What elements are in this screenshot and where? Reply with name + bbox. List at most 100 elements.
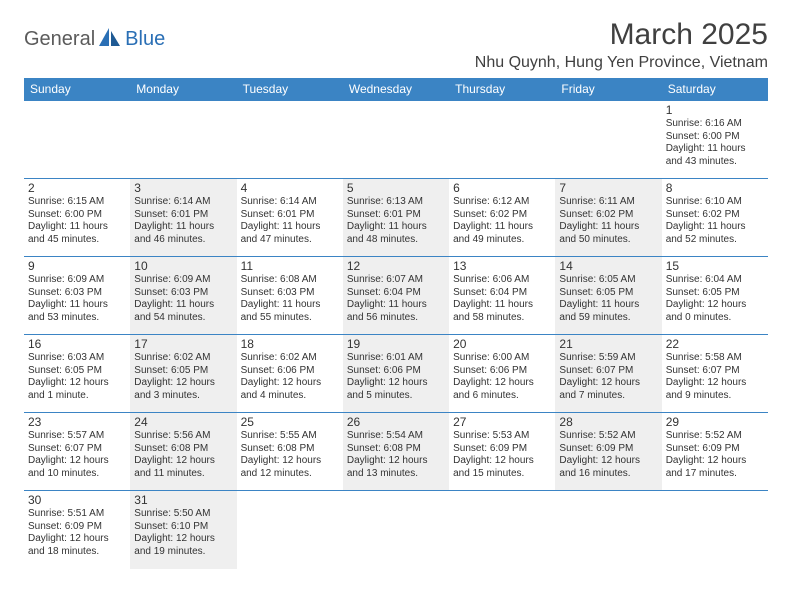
day-info: Sunrise: 5:52 AMSunset: 6:09 PMDaylight:… xyxy=(666,430,764,480)
day-info: Sunrise: 6:06 AMSunset: 6:04 PMDaylight:… xyxy=(453,274,551,324)
day-number: 27 xyxy=(453,415,551,429)
sunrise-text: Sunrise: 5:57 AM xyxy=(28,430,126,443)
day-header-friday: Friday xyxy=(555,78,661,101)
logo-text-blue: Blue xyxy=(125,28,165,51)
sunset-text: Sunset: 6:04 PM xyxy=(453,287,551,300)
day-info: Sunrise: 5:54 AMSunset: 6:08 PMDaylight:… xyxy=(347,430,445,480)
month-title: March 2025 xyxy=(475,18,768,52)
sunset-text: Sunset: 6:08 PM xyxy=(134,443,232,456)
day-info: Sunrise: 6:01 AMSunset: 6:06 PMDaylight:… xyxy=(347,352,445,402)
day-number: 21 xyxy=(559,337,657,351)
day-cell: 28Sunrise: 5:52 AMSunset: 6:09 PMDayligh… xyxy=(555,413,661,491)
sunset-text: Sunset: 6:04 PM xyxy=(347,287,445,300)
day-number: 2 xyxy=(28,181,126,195)
sunrise-text: Sunrise: 5:54 AM xyxy=(347,430,445,443)
day-info: Sunrise: 6:15 AMSunset: 6:00 PMDaylight:… xyxy=(28,196,126,246)
day-cell xyxy=(449,491,555,569)
day-number: 25 xyxy=(241,415,339,429)
daylight-text: Daylight: 11 hours and 45 minutes. xyxy=(28,221,126,246)
location: Nhu Quynh, Hung Yen Province, Vietnam xyxy=(475,54,768,72)
sunset-text: Sunset: 6:02 PM xyxy=(666,209,764,222)
sunrise-text: Sunrise: 6:07 AM xyxy=(347,274,445,287)
sunrise-text: Sunrise: 5:52 AM xyxy=(559,430,657,443)
sunset-text: Sunset: 6:09 PM xyxy=(453,443,551,456)
day-cell: 22Sunrise: 5:58 AMSunset: 6:07 PMDayligh… xyxy=(662,335,768,413)
day-number: 19 xyxy=(347,337,445,351)
sunrise-text: Sunrise: 6:10 AM xyxy=(666,196,764,209)
day-cell: 25Sunrise: 5:55 AMSunset: 6:08 PMDayligh… xyxy=(237,413,343,491)
day-header-saturday: Saturday xyxy=(662,78,768,101)
day-info: Sunrise: 5:55 AMSunset: 6:08 PMDaylight:… xyxy=(241,430,339,480)
sunrise-text: Sunrise: 6:03 AM xyxy=(28,352,126,365)
daylight-text: Daylight: 11 hours and 56 minutes. xyxy=(347,299,445,324)
day-cell: 17Sunrise: 6:02 AMSunset: 6:05 PMDayligh… xyxy=(130,335,236,413)
sunrise-text: Sunrise: 5:53 AM xyxy=(453,430,551,443)
week-row: 2Sunrise: 6:15 AMSunset: 6:00 PMDaylight… xyxy=(24,179,768,257)
day-cell xyxy=(130,101,236,179)
daylight-text: Daylight: 11 hours and 52 minutes. xyxy=(666,221,764,246)
day-header-thursday: Thursday xyxy=(449,78,555,101)
sunrise-text: Sunrise: 6:14 AM xyxy=(241,196,339,209)
sunset-text: Sunset: 6:02 PM xyxy=(453,209,551,222)
sunset-text: Sunset: 6:00 PM xyxy=(666,131,764,144)
day-info: Sunrise: 6:04 AMSunset: 6:05 PMDaylight:… xyxy=(666,274,764,324)
day-number: 15 xyxy=(666,259,764,273)
day-info: Sunrise: 6:02 AMSunset: 6:06 PMDaylight:… xyxy=(241,352,339,402)
day-cell: 7Sunrise: 6:11 AMSunset: 6:02 PMDaylight… xyxy=(555,179,661,257)
day-info: Sunrise: 5:52 AMSunset: 6:09 PMDaylight:… xyxy=(559,430,657,480)
sunrise-text: Sunrise: 6:08 AM xyxy=(241,274,339,287)
day-cell: 21Sunrise: 5:59 AMSunset: 6:07 PMDayligh… xyxy=(555,335,661,413)
week-row: 1Sunrise: 6:16 AMSunset: 6:00 PMDaylight… xyxy=(24,101,768,179)
sunset-text: Sunset: 6:06 PM xyxy=(241,365,339,378)
day-header-monday: Monday xyxy=(130,78,236,101)
sunrise-text: Sunrise: 6:11 AM xyxy=(559,196,657,209)
daylight-text: Daylight: 11 hours and 55 minutes. xyxy=(241,299,339,324)
day-info: Sunrise: 5:53 AMSunset: 6:09 PMDaylight:… xyxy=(453,430,551,480)
sunrise-text: Sunrise: 6:09 AM xyxy=(134,274,232,287)
sunrise-text: Sunrise: 6:13 AM xyxy=(347,196,445,209)
day-header-wednesday: Wednesday xyxy=(343,78,449,101)
day-cell: 15Sunrise: 6:04 AMSunset: 6:05 PMDayligh… xyxy=(662,257,768,335)
daylight-text: Daylight: 12 hours and 13 minutes. xyxy=(347,455,445,480)
day-cell: 19Sunrise: 6:01 AMSunset: 6:06 PMDayligh… xyxy=(343,335,449,413)
sunset-text: Sunset: 6:06 PM xyxy=(453,365,551,378)
calendar-table: SundayMondayTuesdayWednesdayThursdayFrid… xyxy=(24,78,768,569)
sunrise-text: Sunrise: 5:51 AM xyxy=(28,508,126,521)
day-cell: 30Sunrise: 5:51 AMSunset: 6:09 PMDayligh… xyxy=(24,491,130,569)
daylight-text: Daylight: 12 hours and 12 minutes. xyxy=(241,455,339,480)
logo-text-general: General xyxy=(24,28,95,51)
day-cell xyxy=(237,101,343,179)
day-info: Sunrise: 5:57 AMSunset: 6:07 PMDaylight:… xyxy=(28,430,126,480)
sunset-text: Sunset: 6:05 PM xyxy=(28,365,126,378)
sunset-text: Sunset: 6:05 PM xyxy=(559,287,657,300)
day-number: 31 xyxy=(134,493,232,507)
day-number: 10 xyxy=(134,259,232,273)
day-cell: 31Sunrise: 5:50 AMSunset: 6:10 PMDayligh… xyxy=(130,491,236,569)
sunset-text: Sunset: 6:09 PM xyxy=(28,521,126,534)
day-number: 23 xyxy=(28,415,126,429)
daylight-text: Daylight: 12 hours and 9 minutes. xyxy=(666,377,764,402)
day-cell: 20Sunrise: 6:00 AMSunset: 6:06 PMDayligh… xyxy=(449,335,555,413)
day-number: 17 xyxy=(134,337,232,351)
sunset-text: Sunset: 6:06 PM xyxy=(347,365,445,378)
day-number: 12 xyxy=(347,259,445,273)
sunset-text: Sunset: 6:02 PM xyxy=(559,209,657,222)
sunrise-text: Sunrise: 5:50 AM xyxy=(134,508,232,521)
daylight-text: Daylight: 12 hours and 4 minutes. xyxy=(241,377,339,402)
sunrise-text: Sunrise: 6:12 AM xyxy=(453,196,551,209)
day-number: 22 xyxy=(666,337,764,351)
day-number: 29 xyxy=(666,415,764,429)
sunset-text: Sunset: 6:00 PM xyxy=(28,209,126,222)
sunset-text: Sunset: 6:08 PM xyxy=(347,443,445,456)
day-cell xyxy=(343,491,449,569)
day-info: Sunrise: 5:51 AMSunset: 6:09 PMDaylight:… xyxy=(28,508,126,558)
sunset-text: Sunset: 6:07 PM xyxy=(666,365,764,378)
day-cell: 12Sunrise: 6:07 AMSunset: 6:04 PMDayligh… xyxy=(343,257,449,335)
day-cell xyxy=(555,101,661,179)
day-info: Sunrise: 5:56 AMSunset: 6:08 PMDaylight:… xyxy=(134,430,232,480)
sail-icon xyxy=(97,26,123,53)
day-number: 3 xyxy=(134,181,232,195)
day-cell xyxy=(662,491,768,569)
day-cell: 9Sunrise: 6:09 AMSunset: 6:03 PMDaylight… xyxy=(24,257,130,335)
day-number: 13 xyxy=(453,259,551,273)
